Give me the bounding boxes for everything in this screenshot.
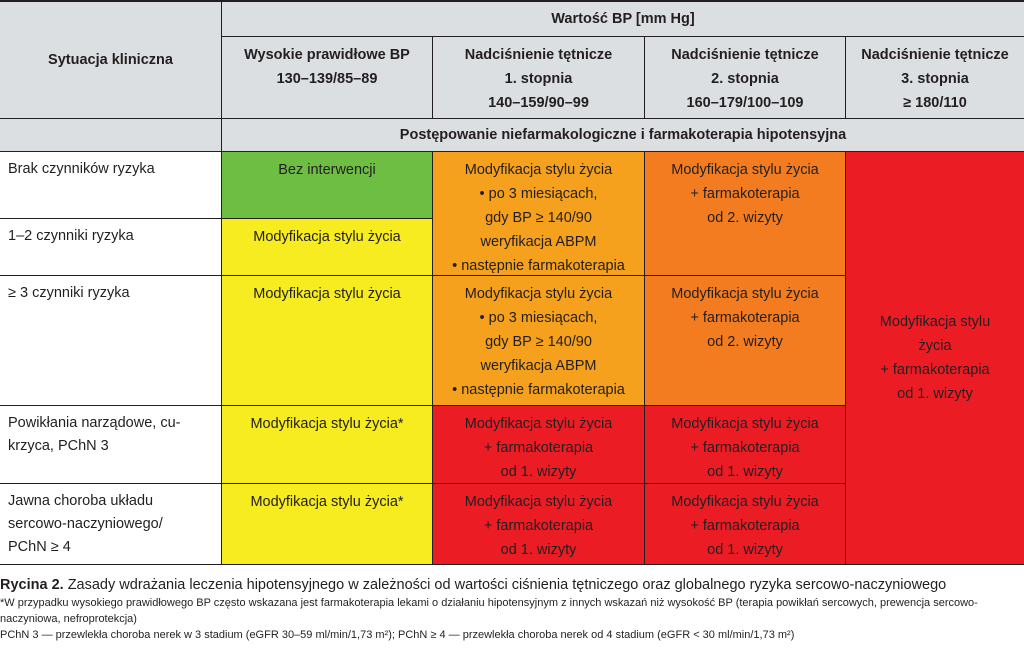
cell-high-normal-3-risk: Modyfikacja stylu życia [222, 276, 433, 406]
cell-high-normal-1-2-risk: Modyfikacja stylu życia [222, 219, 433, 276]
cell-grade3-all: Modyfikacja stylu życia + farmakoterapia… [846, 152, 1024, 565]
cell-grade1-cvd: Modyfikacja stylu życia + farmakoterapia… [433, 484, 645, 565]
header-bp-value-text: Wartość BP [mm Hg] [551, 11, 695, 27]
caption-title-text: Zasady wdrażania leczenia hipotensyjnego… [63, 577, 947, 593]
cell-high-normal-organ: Modyfikacja stylu życia* [222, 406, 433, 484]
header-col-grade2: Nadciśnienie tętnicze 2. stopnia 160–179… [645, 37, 846, 119]
row-label-organ-damage: Powikłania narządowe, cu- krzyca, PChN 3 [0, 406, 222, 484]
header-situation: Sytuacja kliniczna [0, 2, 222, 119]
header-bp-value: Wartość BP [mm Hg] [222, 2, 1024, 37]
caption-title: Rycina 2. Zasady wdrażania leczenia hipo… [0, 575, 1024, 595]
cell-grade1-organ: Modyfikacja stylu życia + farmakoterapia… [433, 406, 645, 484]
cell-grade2-3-risk: Modyfikacja stylu życia + farmakoterapia… [645, 276, 846, 406]
header-col-grade3: Nadciśnienie tętnicze 3. stopnia ≥ 180/1… [846, 37, 1024, 119]
caption-note-1: *W przypadku wysokiego prawidłowego BP c… [0, 597, 978, 625]
cell-grade2-cvd: Modyfikacja stylu życia + farmakoterapia… [645, 484, 846, 565]
caption-label: Rycina 2. [0, 577, 64, 593]
row-label-cvd: Jawna choroba układu sercowo-naczynioweg… [0, 484, 222, 565]
header-col-grade1: Nadciśnienie tętnicze 1. stopnia 140–159… [433, 37, 645, 119]
cell-grade2-organ: Modyfikacja stylu życia + farmakoterapia… [645, 406, 846, 484]
header-treatment: Postępowanie niefarmakologiczne i farmak… [222, 119, 1024, 152]
row-label-1-2-risk: 1–2 czynniki ryzyka [0, 219, 222, 276]
header-situation-text: Sytuacja kliniczna [48, 52, 173, 68]
row-label-no-risk: Brak czynników ryzyka [0, 152, 222, 219]
header-treatment-text: Postępowanie niefarmakologiczne i farmak… [399, 127, 847, 143]
caption-note-2: PChN 3 — przewlekła choroba nerek w 3 st… [0, 629, 795, 641]
cell-grade1-low-risk: Modyfikacja stylu życia • po 3 miesiącac… [433, 152, 645, 276]
cell-high-normal-no-risk: Bez interwencji [222, 152, 433, 219]
cell-grade2-low-risk: Modyfikacja stylu życia + farmakoterapia… [645, 152, 846, 276]
header-empty [0, 119, 222, 152]
row-label-3-risk: ≥ 3 czynniki ryzyka [0, 276, 222, 406]
treatment-table: Sytuacja kliniczna Wartość BP [mm Hg] Wy… [0, 0, 1024, 565]
cell-high-normal-cvd: Modyfikacja stylu życia* [222, 484, 433, 565]
header-col-high-normal: Wysokie prawidłowe BP 130–139/85–89 [222, 37, 433, 119]
figure-caption: Rycina 2. Zasady wdrażania leczenia hipo… [0, 575, 1024, 643]
cell-grade1-3-risk: Modyfikacja stylu życia • po 3 miesiącac… [433, 276, 645, 406]
